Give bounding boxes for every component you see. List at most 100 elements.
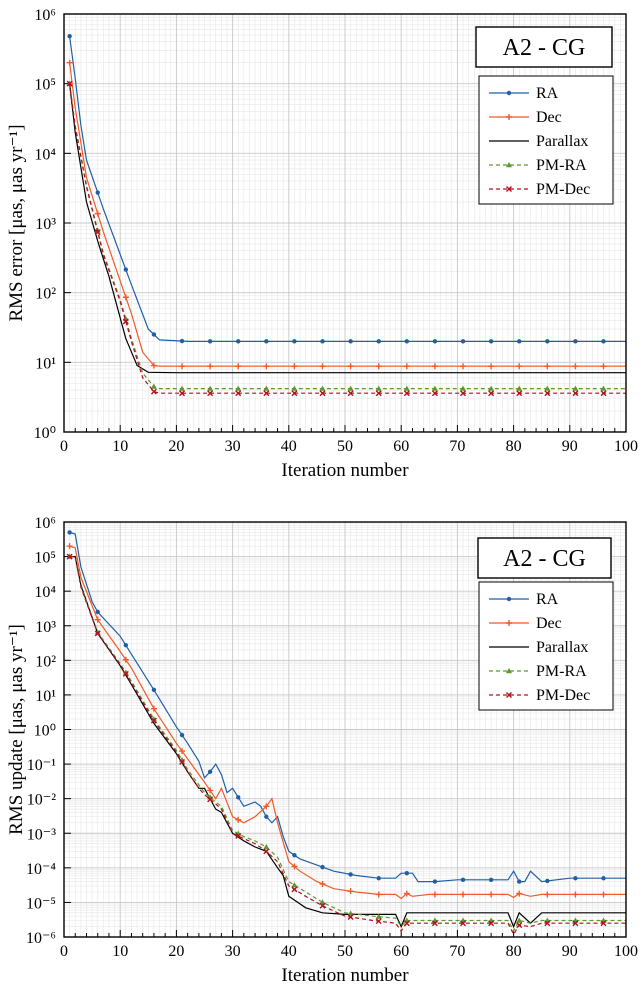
- data-point: [320, 339, 325, 344]
- x-tick-label: 0: [60, 943, 68, 960]
- x-tick-label: 90: [562, 438, 578, 455]
- data-point: [263, 844, 270, 850]
- legend-label: PM-Dec: [536, 687, 590, 704]
- legend-marker: [506, 620, 512, 626]
- data-point: [488, 339, 494, 344]
- x-axis-label: Iteration number: [281, 460, 409, 481]
- data-point: [544, 891, 551, 898]
- data-point: [347, 390, 354, 397]
- data-point: [403, 920, 410, 927]
- y-tick-label: 10⁵: [34, 550, 56, 567]
- data-point: [94, 210, 101, 217]
- data-point: [460, 891, 467, 898]
- data-point: [375, 913, 382, 919]
- legend-marker: [506, 114, 512, 120]
- data-point: [207, 787, 214, 794]
- data-point: [319, 902, 326, 909]
- data-point: [516, 390, 523, 397]
- legend-marker: [506, 668, 512, 674]
- legend-marker: [506, 692, 512, 698]
- data-point: [207, 796, 214, 803]
- x-tick-label: 40: [281, 943, 297, 960]
- x-tick-label: 100: [614, 438, 638, 455]
- legend-label: RA: [536, 85, 559, 102]
- legend-marker: [506, 596, 512, 602]
- data-point: [516, 922, 523, 929]
- data-point: [488, 877, 494, 883]
- data-point: [319, 363, 326, 370]
- data-point: [207, 769, 213, 774]
- data-point: [460, 877, 466, 883]
- data-point: [123, 267, 129, 272]
- data-point: [376, 876, 381, 881]
- data-point: [431, 390, 438, 397]
- data-point: [94, 229, 101, 236]
- y-tick-label: 10⁰: [34, 425, 56, 442]
- x-tick-label: 70: [449, 943, 465, 960]
- legend-label: PM-RA: [536, 663, 587, 680]
- legend-marker: [506, 90, 512, 96]
- data-point: [516, 363, 523, 370]
- data-point: [179, 732, 185, 738]
- data-point: [319, 880, 326, 887]
- data-point: [517, 339, 522, 344]
- y-tick-label: 10⁵: [34, 77, 56, 94]
- data-point: [600, 891, 607, 898]
- data-point: [179, 385, 186, 391]
- data-point: [544, 385, 551, 391]
- x-tick-label: 10: [112, 943, 128, 960]
- plot-frame: [63, 521, 627, 938]
- data-point: [460, 363, 467, 370]
- y-axis-label: RMS update [μas, μas yr⁻¹]: [6, 624, 27, 835]
- data-point: [601, 339, 606, 344]
- x-tick-label: 100: [614, 943, 638, 960]
- series-group: [66, 530, 626, 936]
- data-point: [488, 390, 495, 397]
- data-point: [544, 390, 551, 397]
- data-point: [292, 339, 297, 344]
- series-line-pm-dec: [69, 83, 626, 394]
- x-tick-label: 10: [112, 438, 128, 455]
- data-point: [347, 363, 354, 370]
- y-tick-label: 10⁶: [34, 515, 56, 532]
- y-tick-label: 10¹: [35, 355, 56, 372]
- y-tick-label: 10⁶: [34, 7, 56, 24]
- data-point: [404, 870, 410, 876]
- data-point: [348, 872, 353, 877]
- data-point: [291, 863, 298, 870]
- data-point: [572, 891, 579, 898]
- data-point: [150, 705, 157, 712]
- data-point: [348, 339, 353, 344]
- legend: RA Dec Parallax PM-RA PM-Dec: [478, 581, 614, 711]
- data-point: [600, 390, 607, 397]
- legend: RA Dec Parallax PM-RA PM-Dec: [478, 75, 614, 205]
- data-point: [376, 339, 381, 344]
- data-point: [431, 363, 438, 370]
- data-point: [264, 814, 269, 819]
- legend-label: Dec: [536, 615, 562, 632]
- data-point: [263, 363, 270, 370]
- y-tick-label: 10⁻³: [27, 826, 56, 843]
- legend-marker: [506, 186, 512, 192]
- rms-update-chart: 0 10 20 30 40 50 60 70 80 90 100 10⁶ 10⁵ 10⁴ 10³ 10² 10¹…: [6, 515, 638, 986]
- data-point: [150, 383, 157, 389]
- data-point: [516, 890, 523, 897]
- x-tick-label: 50: [337, 943, 353, 960]
- data-point: [292, 852, 297, 858]
- legend-label: RA: [536, 591, 559, 608]
- data-point: [235, 390, 242, 397]
- data-point: [264, 339, 269, 344]
- series-line-ra: [69, 36, 626, 342]
- data-point: [488, 920, 495, 927]
- x-axis-label: Iteration number: [281, 965, 409, 986]
- data-point: [600, 363, 607, 370]
- series-line-ra: [69, 531, 626, 883]
- data-point: [151, 687, 157, 693]
- data-point: [403, 890, 410, 897]
- data-point: [150, 717, 157, 724]
- legend-marker: [506, 162, 512, 168]
- data-point: [179, 390, 186, 397]
- data-point: [66, 543, 73, 550]
- legend-label: Dec: [536, 109, 562, 126]
- data-point: [600, 920, 607, 927]
